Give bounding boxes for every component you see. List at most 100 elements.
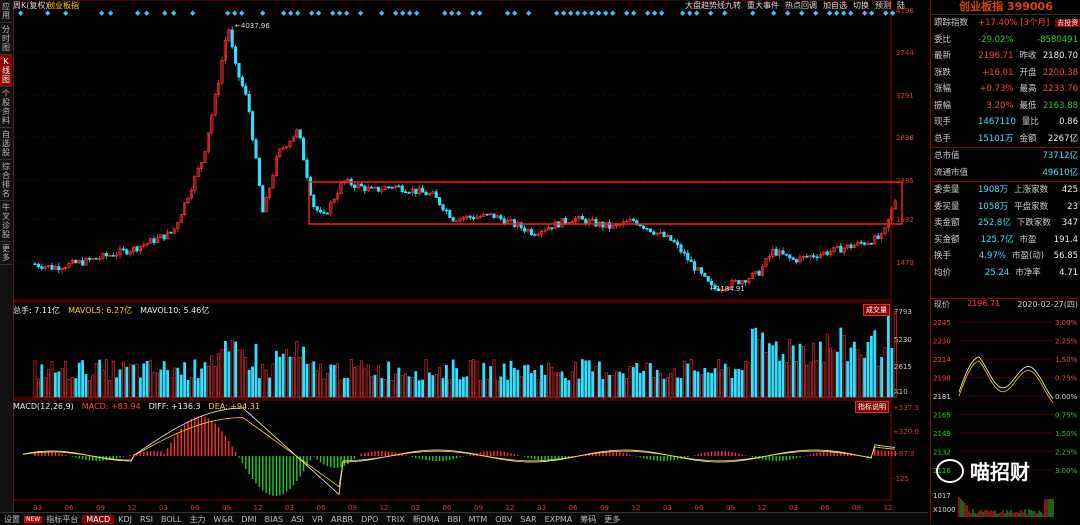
- indicator-tab-2[interactable]: 指标平台: [46, 514, 79, 524]
- indicator-tab-11[interactable]: ASI: [291, 514, 304, 524]
- volume-bar: [448, 379, 452, 398]
- signal-diamond: ◆: [827, 9, 833, 17]
- signal-diamond: ◆: [190, 9, 196, 17]
- signal-diamond: ◆: [232, 9, 238, 17]
- indicator-tab-8[interactable]: W&R: [213, 514, 234, 524]
- indicator-tab-21[interactable]: EXPMA: [544, 514, 573, 524]
- top-menu-item-4[interactable]: 切换: [853, 1, 869, 10]
- candle-body: [519, 222, 523, 229]
- indicator-tab-13[interactable]: ARBR: [331, 514, 354, 524]
- indicator-help-button[interactable]: 指标说明: [855, 401, 889, 413]
- indicator-tab-1[interactable]: NEW: [24, 515, 43, 523]
- left-tab-6[interactable]: 牛叉诊股: [0, 201, 12, 242]
- indicator-tab-7[interactable]: 主力: [189, 514, 206, 524]
- indicator-tab-18[interactable]: MTM: [468, 514, 488, 524]
- period-label: 周K(复权): [13, 1, 49, 10]
- indicator-tab-3[interactable]: MACD: [82, 514, 115, 524]
- indicator-tab-16[interactable]: 新DMA: [412, 514, 440, 524]
- left-tab-3[interactable]: 个股资料: [0, 87, 12, 128]
- left-tab-0[interactable]: 应用: [0, 0, 12, 23]
- candle-body: [529, 229, 533, 235]
- indicator-tab-6[interactable]: BOLL: [160, 514, 182, 524]
- candle-body: [424, 191, 428, 196]
- volume-bar: [754, 327, 758, 398]
- volume-bar: [274, 350, 278, 398]
- volume-bar: [380, 378, 384, 398]
- indicator-tab-19[interactable]: OBV: [495, 514, 513, 524]
- volume-bar: [183, 362, 187, 398]
- intraday-mini-chart[interactable]: 2245 3.00% 2230 2.25% 2214 1.50% 2198 0.75% 2181…: [931, 312, 1080, 522]
- candle-body: [733, 280, 737, 282]
- top-menu: 大盘趋势线九转 重大事件 热点回调 加自选 切换 预测陆: [685, 0, 905, 11]
- top-menu-item-1[interactable]: 重大事件: [747, 1, 779, 10]
- candle-body: [166, 231, 170, 240]
- volume-bar: [465, 376, 469, 398]
- volume-bar: [305, 363, 309, 398]
- candle-body: [771, 248, 775, 257]
- indicator-tab-14[interactable]: DPO: [361, 514, 379, 524]
- indicator-tab-4[interactable]: KDJ: [118, 514, 132, 524]
- candle-body: [730, 280, 734, 288]
- candle-body: [689, 259, 693, 263]
- left-tab-7[interactable]: 更多: [0, 242, 12, 265]
- indicator-tab-15[interactable]: TRIX: [386, 514, 405, 524]
- candle-body: [217, 82, 221, 96]
- volume-bar: [652, 377, 656, 398]
- candle-body: [832, 246, 836, 252]
- top-menu-item-6[interactable]: 陆: [897, 1, 905, 10]
- indicator-tab-22[interactable]: 筹码: [580, 514, 597, 524]
- top-menu-item-3[interactable]: 加自选: [823, 1, 847, 10]
- candle-body: [788, 254, 792, 259]
- candle-body: [451, 217, 455, 222]
- macd-dea-line: [22, 417, 896, 488]
- top-menu-item-0[interactable]: 大盘趋势线九转: [685, 1, 741, 10]
- index-name-link[interactable]: 创业板指: [47, 1, 79, 10]
- volume-bar: [400, 374, 404, 398]
- candle-body: [431, 191, 435, 194]
- candle-body: [642, 225, 646, 229]
- candle-body: [118, 248, 122, 256]
- top-menu-item-5[interactable]: 预测: [875, 1, 891, 10]
- candle-body: [441, 204, 445, 211]
- left-tab-5[interactable]: 综合排名: [0, 160, 12, 201]
- month-tick: 12: [254, 504, 263, 512]
- volume-bar: [373, 374, 377, 398]
- left-tab-4[interactable]: 自选股: [0, 128, 12, 160]
- left-tab-2[interactable]: K线图: [0, 55, 12, 87]
- price-tick: 2838: [896, 134, 914, 142]
- indicator-tab-9[interactable]: DMI: [241, 514, 257, 524]
- kline-chart-svg[interactable]: 4196 3744 3291 2838 2385 1932 1479 7793 5230 2615…: [13, 0, 928, 512]
- volume-bar: [506, 379, 510, 398]
- month-tick: 09: [600, 504, 609, 512]
- top-menu-item-2[interactable]: 热点回调: [785, 1, 817, 10]
- mini-price-tick: 2245: [933, 319, 951, 327]
- volume-bar: [846, 361, 850, 398]
- quote-row: 跟踪指数 +17.40% [3个月] 去投资: [934, 18, 1080, 28]
- volume-bar: [414, 371, 418, 398]
- volume-bar: [876, 365, 880, 398]
- volume-bar: [407, 376, 411, 398]
- candle-body: [438, 197, 442, 206]
- volume-bar: [703, 367, 707, 398]
- volume-button[interactable]: 成交量: [863, 304, 890, 316]
- indicator-tab-10[interactable]: BIAS: [264, 514, 284, 524]
- signal-diamond: ◆: [295, 9, 301, 17]
- volume-bar: [852, 341, 856, 398]
- indicator-tab-12[interactable]: VR: [312, 514, 324, 524]
- candle-body: [699, 267, 703, 274]
- left-tab-1[interactable]: 分时图: [0, 23, 12, 55]
- candle-body: [132, 246, 136, 253]
- signal-diamond: ◆: [687, 9, 693, 17]
- candle-body: [189, 190, 193, 199]
- indicator-tab-20[interactable]: SAR: [520, 514, 537, 524]
- indicator-tab-0[interactable]: 设置: [4, 514, 20, 524]
- volume-bar: [291, 357, 295, 398]
- indicator-tab-23[interactable]: 更多: [604, 514, 621, 524]
- macd-tick: -125: [893, 475, 909, 483]
- volume-bar: [676, 377, 680, 398]
- indicator-tab-17[interactable]: BBI: [447, 514, 461, 524]
- volume-bar: [98, 359, 102, 398]
- indicator-tab-5[interactable]: RSI: [139, 514, 153, 524]
- volume-bar: [162, 361, 166, 398]
- kline-chart-area[interactable]: 4196 3744 3291 2838 2385 1932 1479 7793 5230 2615…: [13, 0, 928, 512]
